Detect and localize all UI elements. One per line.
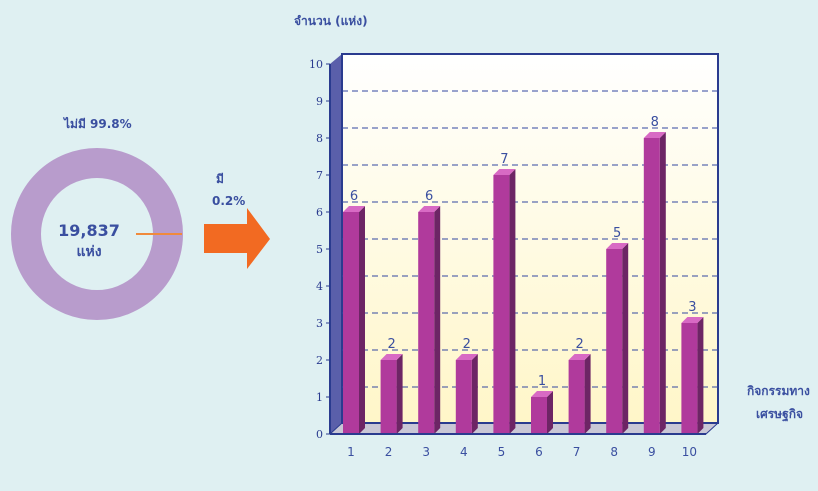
bar-front bbox=[493, 175, 510, 434]
y-tick-label: 1 bbox=[316, 391, 323, 404]
y-tick-label: 4 bbox=[316, 280, 323, 293]
bar-side bbox=[434, 206, 441, 434]
x-tick-label: 2 bbox=[385, 445, 393, 459]
bar-side bbox=[659, 132, 666, 434]
bar-data-label: 2 bbox=[387, 337, 395, 352]
y-tick-label: 8 bbox=[316, 132, 323, 145]
bar-data-label: 1 bbox=[538, 374, 546, 389]
y-tick-label: 10 bbox=[309, 58, 323, 71]
bar-side bbox=[622, 243, 629, 434]
bar-front bbox=[531, 397, 547, 434]
bar-front bbox=[606, 249, 623, 434]
bar bbox=[568, 354, 591, 434]
bar bbox=[418, 206, 441, 434]
bar-top bbox=[531, 391, 553, 397]
bar-side bbox=[396, 354, 403, 434]
x-tick-label: 4 bbox=[460, 445, 468, 459]
bar-top bbox=[493, 169, 516, 175]
y-tick-label: 5 bbox=[316, 243, 323, 256]
x-axis-title-line1: กิจกรรมทาง bbox=[747, 384, 810, 398]
plot-side-wall bbox=[330, 54, 342, 434]
bar-side bbox=[697, 317, 704, 434]
bar bbox=[493, 169, 516, 434]
x-tick-label: 7 bbox=[573, 445, 581, 459]
bar-data-label: 3 bbox=[688, 300, 696, 315]
bar-top bbox=[455, 354, 478, 360]
bar-front bbox=[568, 360, 585, 434]
bar-front bbox=[380, 360, 397, 434]
x-tick-label: 6 bbox=[535, 445, 543, 459]
x-tick-label: 3 bbox=[422, 445, 430, 459]
y-tick-label: 3 bbox=[316, 317, 323, 330]
bar bbox=[343, 206, 365, 434]
bar-side bbox=[359, 206, 365, 434]
bar bbox=[531, 391, 553, 434]
bar bbox=[380, 354, 403, 434]
bar bbox=[606, 243, 629, 434]
donut-chart: 19,837 แห่ง bbox=[11, 148, 183, 320]
y-tick-label: 2 bbox=[316, 354, 323, 367]
bar bbox=[681, 317, 704, 434]
y-axis-title: จำนวน (แห่ง) bbox=[294, 14, 368, 28]
bar bbox=[455, 354, 478, 434]
x-tick-label: 10 bbox=[682, 445, 697, 459]
bar-data-label: 5 bbox=[613, 226, 621, 241]
bar bbox=[643, 132, 666, 434]
bar-top bbox=[643, 132, 666, 138]
arrow-right-icon bbox=[204, 208, 270, 269]
bar-data-label: 8 bbox=[651, 115, 659, 130]
bar-front bbox=[681, 323, 698, 434]
bar-data-label: 6 bbox=[425, 189, 433, 204]
x-tick-label: 9 bbox=[648, 445, 656, 459]
bar-front bbox=[643, 138, 660, 434]
donut-center-unit: แห่ง bbox=[76, 244, 101, 260]
bar-top bbox=[606, 243, 629, 249]
bar-top bbox=[380, 354, 403, 360]
bar-data-label: 2 bbox=[463, 337, 471, 352]
y-tick-label: 7 bbox=[316, 169, 323, 182]
donut-center-value: 19,837 bbox=[58, 221, 120, 240]
y-tick-label: 6 bbox=[316, 206, 323, 219]
bar-top bbox=[418, 206, 441, 212]
bar-data-label: 6 bbox=[350, 189, 358, 204]
bar-side bbox=[547, 391, 553, 434]
x-tick-label: 1 bbox=[347, 445, 355, 459]
bar-data-label: 7 bbox=[500, 152, 508, 167]
bar-top bbox=[681, 317, 704, 323]
bar-side bbox=[471, 354, 478, 434]
y-tick-label: 9 bbox=[316, 95, 323, 108]
bar-top bbox=[343, 206, 365, 212]
x-tick-label: 5 bbox=[498, 445, 506, 459]
bar-top bbox=[568, 354, 591, 360]
x-tick-label: 8 bbox=[610, 445, 618, 459]
bar-front bbox=[418, 212, 435, 434]
x-axis-title-line2: เศรษฐกิจ bbox=[756, 407, 803, 421]
bar-data-label: 2 bbox=[575, 337, 583, 352]
donut-label-yes: มี bbox=[216, 172, 224, 186]
bar-front bbox=[343, 212, 359, 434]
bar-side bbox=[584, 354, 591, 434]
donut-label-no: ไม่มี 99.8% bbox=[64, 117, 132, 131]
bar-front bbox=[455, 360, 472, 434]
bar-side bbox=[509, 169, 516, 434]
y-tick-label: 0 bbox=[316, 428, 323, 441]
donut-label-yes-pct: 0.2% bbox=[212, 194, 246, 208]
